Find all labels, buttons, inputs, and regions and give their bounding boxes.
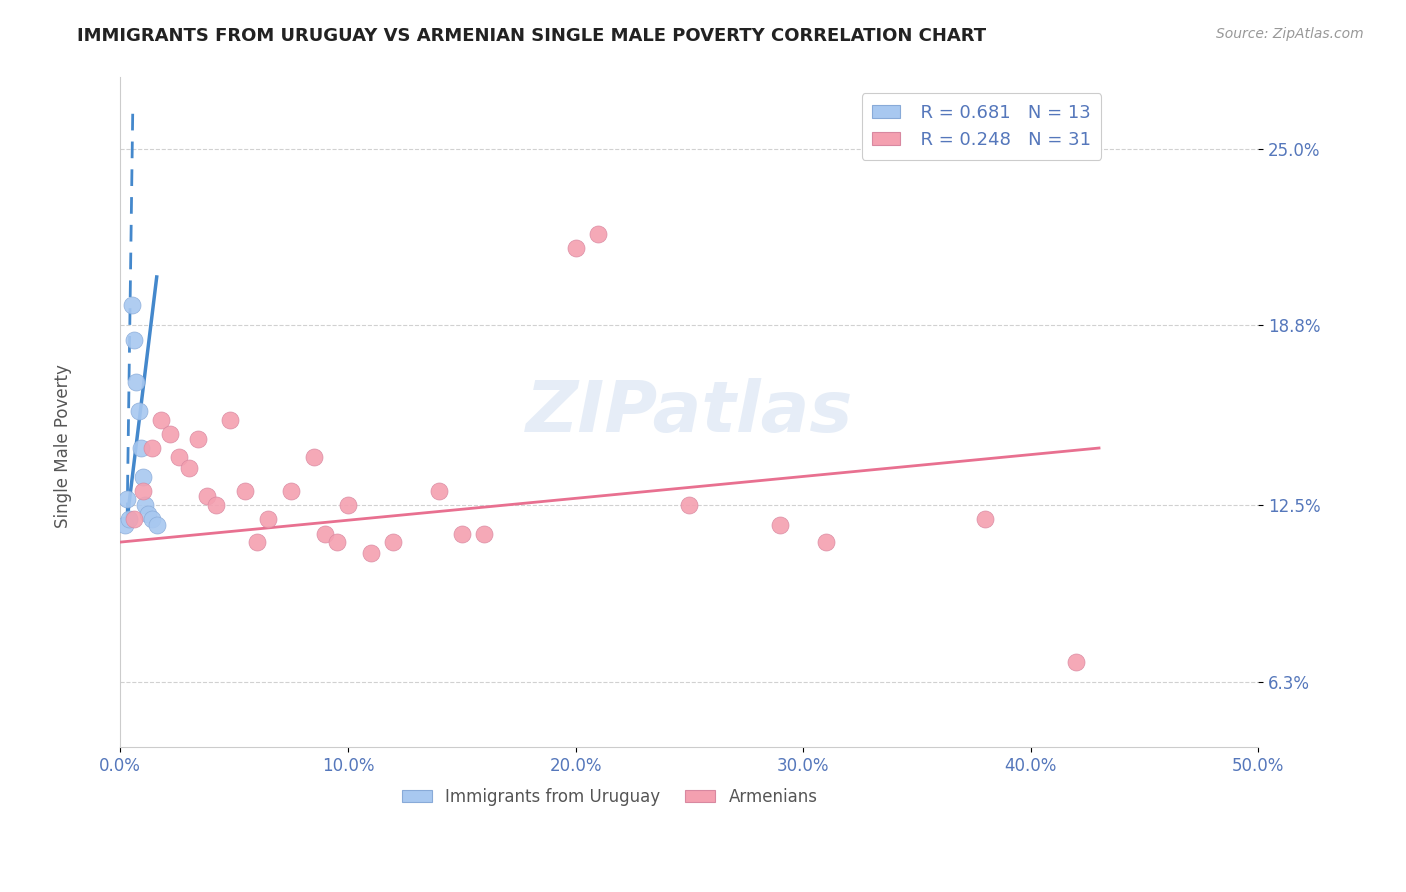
Point [122,512,145,526]
Point [122,333,145,347]
Point [132,483,155,498]
Point [974,512,997,526]
Point [128,404,150,418]
Point [195,490,218,504]
Point [588,227,610,242]
Point [177,461,200,475]
Point [257,512,280,526]
Point [134,498,156,512]
Text: Single Male Poverty: Single Male Poverty [55,364,72,528]
Point [382,535,405,549]
Point [141,441,163,455]
Point [205,498,228,512]
Point [121,298,143,312]
Point [246,535,269,549]
Point [1064,655,1087,669]
Legend: Immigrants from Uruguay, Armenians: Immigrants from Uruguay, Armenians [395,781,824,813]
Point [169,450,191,464]
Point [450,526,472,541]
Text: ZIPatlas: ZIPatlas [526,378,853,447]
Point [115,492,138,507]
Point [769,518,792,533]
Point [474,526,496,541]
Point [280,483,302,498]
Point [325,535,347,549]
Point [187,433,209,447]
Point [150,412,173,426]
Point [218,412,240,426]
Point [427,483,450,498]
Point [336,498,359,512]
Point [302,450,325,464]
Point [118,512,141,526]
Point [114,518,136,533]
Point [129,441,152,455]
Point [314,526,336,541]
Point [159,426,181,441]
Text: IMMIGRANTS FROM URUGUAY VS ARMENIAN SINGLE MALE POVERTY CORRELATION CHART: IMMIGRANTS FROM URUGUAY VS ARMENIAN SING… [77,27,987,45]
Point [678,498,700,512]
Point [141,512,163,526]
Point [360,547,382,561]
Point [564,242,586,256]
Point [136,507,159,521]
Point [145,518,167,533]
Point [125,376,148,390]
Point [132,469,155,483]
Text: Source: ZipAtlas.com: Source: ZipAtlas.com [1216,27,1364,41]
Point [814,535,837,549]
Point [235,483,257,498]
